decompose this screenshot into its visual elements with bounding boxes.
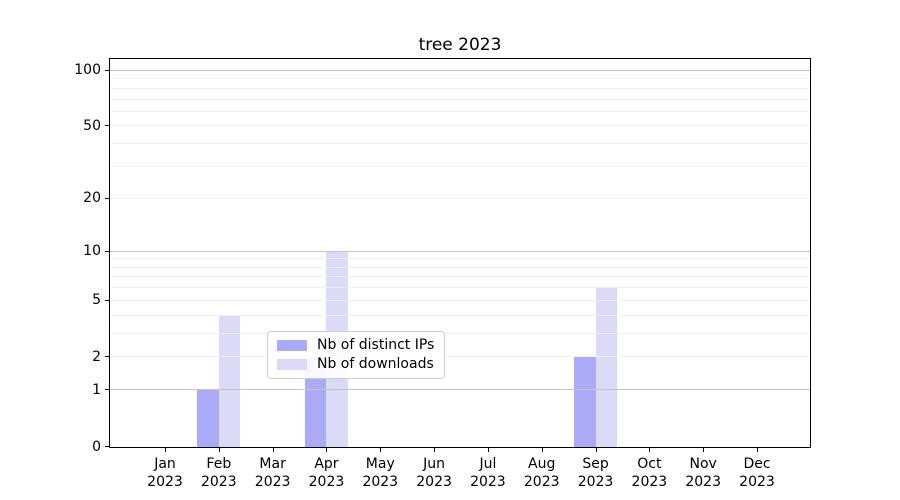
x-tick-year: 2023 [577, 473, 614, 490]
y-tick-label: 50 [83, 117, 101, 134]
x-tick-mark [218, 448, 220, 452]
x-tick-month: Jun [423, 456, 446, 472]
x-tick-label: Jun 2023 [416, 456, 452, 491]
y-tick-mark [105, 356, 109, 358]
y-tick-mark [105, 69, 109, 71]
bar-nb-of-distinct-ips-feb [197, 389, 219, 447]
y-gridline-minor [110, 356, 810, 358]
x-tick-mark [595, 448, 597, 452]
legend-label: Nb of distinct IPs [317, 337, 435, 353]
y-gridline-minor [110, 314, 810, 316]
x-tick-month: Sep [582, 456, 609, 472]
y-tick-label: 5 [92, 292, 101, 309]
legend: Nb of distinct IPs Nb of downloads [267, 331, 446, 379]
x-tick-month: Feb [206, 456, 232, 472]
y-gridline-minor [110, 78, 810, 80]
x-tick-month: Dec [743, 456, 771, 472]
y-tick-label: 100 [74, 62, 101, 79]
x-tick-mark [703, 448, 705, 452]
x-tick-month: Nov [689, 456, 717, 472]
x-tick-year: 2023 [739, 473, 775, 490]
y-tick-mark [105, 446, 109, 447]
x-tick-label: Sep 2023 [578, 456, 614, 491]
y-gridline-major [110, 389, 810, 391]
y-tick-label: 0 [92, 438, 101, 455]
x-tick-mark [272, 448, 274, 452]
y-tick-label: 2 [92, 348, 101, 365]
y-tick-label: 10 [83, 243, 101, 260]
y-tick-mark [105, 299, 109, 301]
chart-title: tree 2023 [418, 35, 502, 55]
x-tick-mark [434, 448, 436, 452]
x-tick-year: 2023 [631, 473, 668, 490]
x-tick-year: 2023 [685, 473, 721, 490]
x-tick-month: Mar [259, 456, 286, 472]
y-gridline-minor [110, 110, 810, 112]
x-tick-label: Mar 2023 [255, 456, 291, 491]
y-gridline-minor [110, 266, 810, 268]
y-tick-mark [105, 389, 109, 391]
y-tick-label: 1 [92, 381, 101, 398]
x-tick-mark [380, 448, 382, 452]
y-gridline-minor [110, 197, 810, 199]
x-tick-month: May [365, 456, 395, 472]
x-tick-label: May 2023 [362, 456, 398, 491]
y-tick-mark [105, 250, 109, 252]
y-gridline-minor [110, 143, 810, 145]
y-tick-mark [105, 125, 109, 127]
y-tick-label: 20 [83, 190, 101, 207]
bar-nb-of-distinct-ips-apr [304, 356, 327, 447]
x-tick-year: 2023 [308, 473, 345, 490]
y-gridline-minor [110, 332, 810, 334]
x-tick-mark [649, 448, 651, 452]
bar-nb-of-downloads-feb [218, 314, 241, 447]
x-tick-year: 2023 [147, 473, 183, 490]
legend-entry: Nb of downloads [277, 356, 434, 372]
x-tick-year: 2023 [362, 473, 399, 490]
x-tick-year: 2023 [416, 473, 452, 490]
x-tick-mark [757, 448, 758, 452]
x-tick-label: Feb 2023 [201, 456, 237, 491]
x-tick-mark [541, 448, 543, 452]
x-tick-label: Oct 2023 [632, 456, 668, 491]
y-gridline-minor [110, 166, 810, 168]
x-tick-month: Apr [314, 456, 339, 472]
x-tick-label: Jan 2023 [147, 456, 183, 491]
y-gridline-major [110, 250, 810, 252]
y-gridline-major [110, 69, 810, 71]
legend-swatch-icon [277, 339, 307, 351]
x-tick-label: Dec 2023 [739, 456, 775, 491]
bar-nb-of-downloads-sep [595, 287, 618, 447]
x-tick-month: Aug [528, 456, 556, 472]
y-gridline-minor [110, 276, 810, 278]
x-tick-year: 2023 [470, 473, 506, 490]
bar-nb-of-distinct-ips-sep [574, 356, 596, 447]
y-tick-mark [105, 197, 109, 199]
y-gridline-minor [110, 299, 810, 301]
x-tick-mark [326, 448, 328, 452]
y-gridline-minor [110, 258, 810, 260]
x-tick-year: 2023 [200, 473, 237, 490]
y-gridline-minor [110, 87, 810, 89]
y-gridline-minor [110, 287, 810, 289]
y-gridline-minor [110, 125, 810, 127]
legend-label: Nb of downloads [317, 356, 434, 372]
x-tick-mark [165, 448, 166, 452]
x-tick-month: Oct [637, 456, 662, 472]
x-tick-label: Aug 2023 [524, 456, 560, 491]
legend-swatch-icon [277, 358, 307, 370]
legend-entry: Nb of distinct IPs [277, 337, 434, 353]
x-tick-label: Apr 2023 [309, 456, 345, 491]
x-tick-label: Jul 2023 [470, 456, 506, 491]
x-tick-month: Jul [479, 456, 497, 472]
x-tick-year: 2023 [523, 473, 560, 490]
x-tick-month: Jan [154, 456, 176, 472]
y-gridline-minor [110, 98, 810, 100]
x-tick-mark [487, 448, 489, 452]
x-tick-label: Nov 2023 [685, 456, 721, 491]
plot-area: 0 1 2 5 10 20 50 100 Jan 2023 Feb 2023 Mar 2023 Apr 202… [74, 58, 811, 490]
x-tick-year: 2023 [254, 473, 291, 490]
